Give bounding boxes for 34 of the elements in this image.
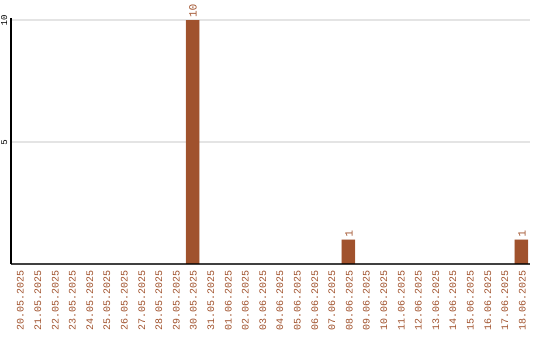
data-label: 10 [188, 4, 201, 17]
x-tick-label: 22.05.2025 [51, 270, 62, 330]
x-tick-label: 31.05.2025 [206, 270, 218, 330]
x-tick-label: 02.06.2025 [242, 270, 253, 330]
x-tick-label: 29.05.2025 [172, 270, 184, 330]
x-tick-label: 08.06.2025 [345, 270, 356, 330]
x-tick-label: 16.06.2025 [484, 270, 495, 330]
y-tick-label: 5 [0, 139, 10, 145]
x-tick-label: 21.05.2025 [34, 270, 45, 330]
x-tick-label: 10.06.2025 [380, 270, 391, 330]
x-tick-label: 09.06.2025 [362, 270, 374, 330]
x-tick-label: 26.05.2025 [120, 270, 132, 330]
x-tick-label: 04.06.2025 [276, 270, 288, 330]
x-tick-label: 03.06.2025 [258, 270, 270, 330]
x-tick-label: 24.05.2025 [86, 270, 97, 330]
x-tick-label: 15.06.2025 [466, 270, 478, 330]
data-label: 1 [344, 230, 356, 237]
x-tick-label: 06.06.2025 [310, 270, 322, 330]
x-tick-label: 17.06.2025 [501, 270, 512, 330]
x-tick-label: 18.06.2025 [518, 270, 530, 330]
x-tick-label: 23.05.2025 [68, 270, 80, 330]
x-tick-label: 27.05.2025 [138, 270, 149, 330]
x-tick-label: 30.05.2025 [190, 270, 201, 330]
x-tick-label: 20.05.2025 [16, 270, 28, 330]
x-tick-label: 07.06.2025 [328, 270, 340, 330]
x-tick-label: 13.06.2025 [432, 270, 443, 330]
x-tick-label: 14.06.2025 [449, 270, 460, 330]
x-tick-label: 28.05.2025 [155, 270, 166, 330]
x-tick-label: 25.05.2025 [103, 270, 114, 330]
x-tick-label: 05.06.2025 [293, 270, 304, 330]
data-label: 1 [517, 230, 530, 237]
x-tick-label: 01.06.2025 [224, 270, 236, 330]
x-tick-label: 11.06.2025 [397, 270, 408, 330]
x-tick-label: 12.06.2025 [414, 270, 426, 330]
